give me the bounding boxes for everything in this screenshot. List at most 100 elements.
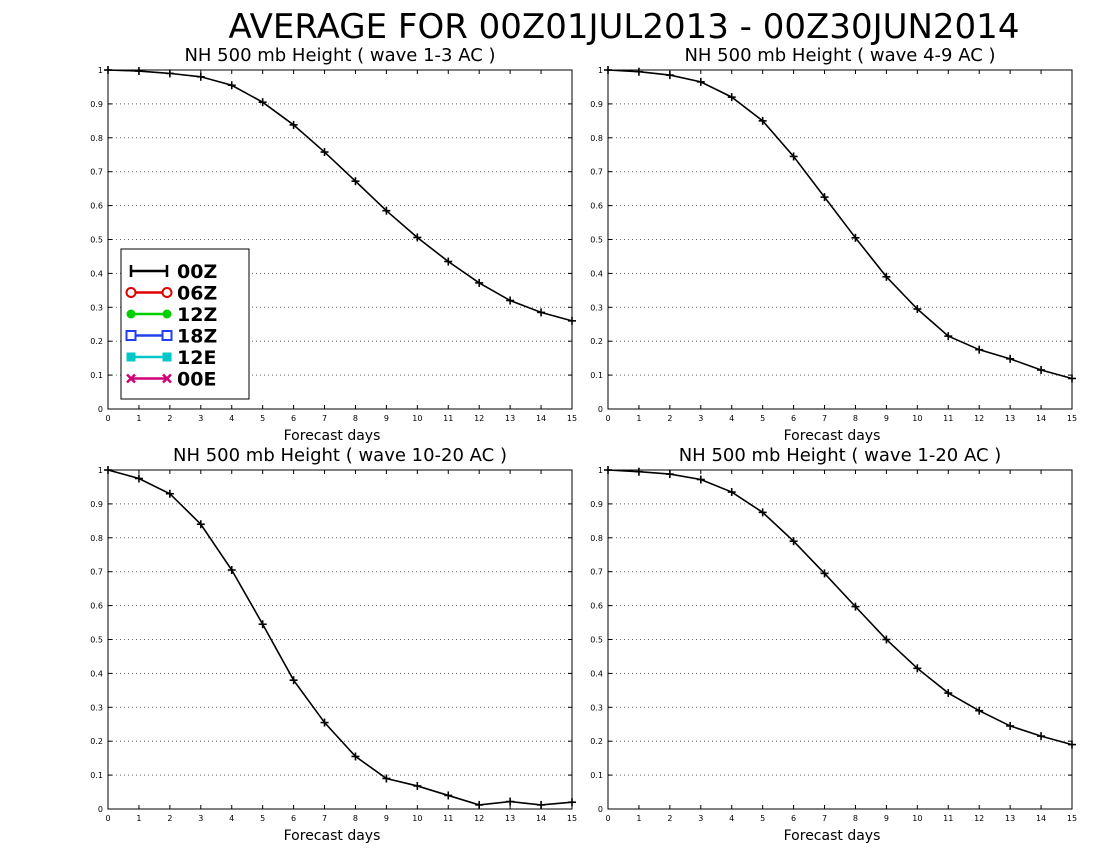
y-tick-label: 0.6 — [90, 602, 103, 611]
x-tick-label: 1 — [636, 414, 641, 423]
data-point — [820, 193, 829, 202]
data-point — [568, 798, 576, 807]
x-tick-label: 11 — [943, 814, 953, 823]
data-point — [1068, 374, 1076, 383]
legend-marker-x — [126, 373, 136, 384]
data-point — [258, 620, 267, 629]
legend-item-00Z: 00Z — [129, 261, 217, 283]
chart-panel-1: NH 500 mb Height ( wave 1-3 AC ) 0 0.1 0.2 0… — [90, 45, 577, 444]
x-tick-label: 14 — [536, 414, 546, 423]
x-tick-label: 12 — [474, 814, 484, 823]
x-tick-label: 10 — [412, 414, 422, 423]
y-tick-label: 0.7 — [90, 168, 103, 177]
y-tick-label: 0.2 — [90, 737, 103, 746]
x-tick-label: 13 — [1005, 414, 1015, 423]
data-point — [104, 66, 112, 74]
x-tick-label: 13 — [1005, 814, 1015, 823]
data-point — [975, 345, 984, 354]
y-tick-label: 0.6 — [90, 202, 103, 211]
x-tick-label: 10 — [412, 814, 422, 823]
y-tick-label: 0 — [598, 805, 603, 814]
data-point — [913, 304, 922, 313]
x-tick-label: 7 — [822, 814, 827, 823]
x-tick-label: 11 — [443, 414, 453, 423]
data-point — [475, 800, 484, 809]
legend-marker-open-square — [161, 330, 173, 341]
data-point — [351, 752, 360, 761]
data-point — [1068, 740, 1076, 749]
y-tick-label: 0.5 — [90, 236, 103, 245]
data-point — [506, 797, 515, 806]
y-tick-label: 0.5 — [590, 236, 603, 245]
chart-panel-2: NH 500 mb Height ( wave 4-9 AC ) 0 0.1 0.2 0… — [590, 45, 1077, 444]
y-tick-label: 0.6 — [590, 602, 603, 611]
data-point — [1037, 366, 1046, 375]
legend-label: 18Z — [177, 326, 217, 348]
x-tick-label: 15 — [1067, 814, 1077, 823]
chart-title: NH 500 mb Height ( wave 1-3 AC ) — [184, 45, 495, 66]
data-point — [696, 475, 705, 484]
x-tick-label: 4 — [729, 414, 734, 423]
legend-marker-x — [162, 373, 172, 384]
data-point — [882, 272, 891, 281]
data-point — [258, 98, 267, 107]
y-tick-label: 1 — [98, 66, 103, 75]
x-tick-label: 4 — [229, 414, 234, 423]
data-point — [165, 489, 174, 498]
x-tick-label: 2 — [667, 414, 672, 423]
x-tick-label: 6 — [291, 814, 296, 823]
data-point — [537, 800, 546, 809]
legend-item-18Z: 18Z — [125, 326, 217, 348]
data-point — [227, 566, 236, 575]
legend-marker-filled-square — [162, 352, 172, 362]
y-tick-label: 1 — [598, 466, 603, 475]
y-tick-label: 0.2 — [590, 737, 603, 746]
x-axis-label: Forecast days — [284, 428, 381, 444]
data-point — [104, 466, 112, 474]
data-point — [382, 774, 391, 783]
data-point — [944, 332, 953, 341]
legend-label: 00E — [177, 369, 216, 391]
x-tick-label: 3 — [198, 814, 203, 823]
y-tick-label: 0.6 — [590, 202, 603, 211]
x-tick-label: 12 — [974, 414, 984, 423]
data-point — [444, 791, 453, 800]
y-tick-label: 0.4 — [90, 669, 103, 678]
x-tick-label: 9 — [384, 414, 389, 423]
data-point — [413, 233, 422, 242]
data-point — [289, 120, 298, 129]
legend-item-12E: 12E — [126, 347, 216, 369]
x-tick-label: 8 — [353, 814, 358, 823]
y-tick-label: 0.5 — [90, 636, 103, 645]
legend-label: 00Z — [177, 261, 217, 283]
y-tick-label: 0 — [98, 805, 103, 814]
x-tick-label: 1 — [136, 814, 141, 823]
y-tick-label: 0.3 — [90, 303, 103, 312]
legend-label: 06Z — [177, 283, 217, 305]
data-point — [944, 689, 953, 698]
y-tick-label: 1 — [598, 66, 603, 75]
series-line-00Z — [607, 469, 1073, 746]
x-tick-label: 8 — [853, 814, 858, 823]
data-point — [196, 72, 205, 81]
chart-title: NH 500 mb Height ( wave 10-20 AC ) — [173, 445, 507, 466]
chart-panel-3: NH 500 mb Height ( wave 10-20 AC ) 0 0.1 0.… — [90, 445, 577, 844]
data-point — [134, 67, 143, 76]
data-point — [727, 488, 736, 497]
data-point — [789, 537, 798, 546]
x-tick-label: 3 — [698, 414, 703, 423]
data-point — [727, 93, 736, 102]
y-tick-label: 0.9 — [590, 500, 603, 509]
data-point — [351, 177, 360, 186]
data-point — [604, 66, 612, 74]
data-point — [289, 676, 298, 685]
data-point — [851, 233, 860, 242]
y-tick-label: 0.1 — [590, 771, 603, 780]
data-point — [320, 148, 329, 157]
data-point — [913, 664, 922, 673]
data-point — [820, 569, 829, 578]
data-point — [568, 316, 576, 325]
x-tick-label: 2 — [167, 814, 172, 823]
y-tick-label: 0.9 — [90, 500, 103, 509]
